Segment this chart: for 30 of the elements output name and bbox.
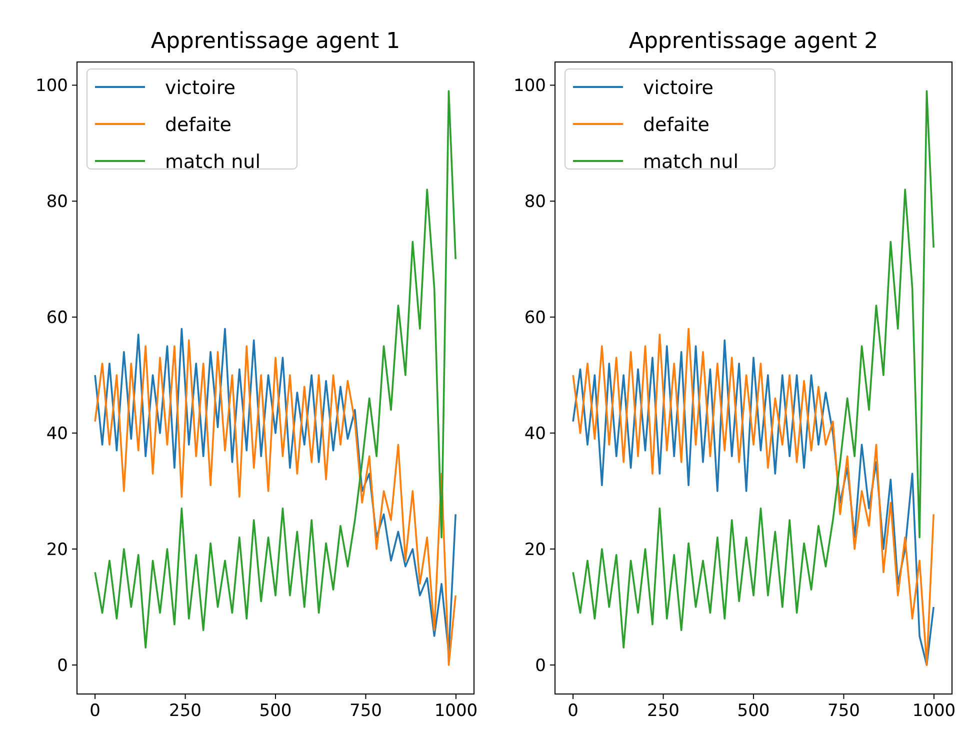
chart-title: Apprentissage agent 1: [150, 29, 400, 54]
x-tick-label: 500: [259, 701, 292, 721]
x-tick-label: 500: [737, 701, 770, 721]
y-tick-label: 60: [524, 308, 546, 328]
y-tick-label: 60: [46, 308, 68, 328]
x-tick-label: 0: [568, 701, 578, 721]
y-tick-label: 100: [514, 76, 546, 96]
x-tick-label: 1000: [434, 701, 478, 721]
legend-label: match nul: [643, 151, 738, 173]
legend-label: victoire: [165, 77, 236, 99]
legend-label: defaite: [643, 114, 710, 136]
y-tick-label: 40: [46, 424, 68, 444]
x-tick-label: 750: [828, 701, 860, 721]
chart-title: Apprentissage agent 2: [628, 29, 878, 54]
legend-label: victoire: [643, 77, 714, 99]
y-tick-label: 80: [46, 192, 68, 212]
y-tick-label: 80: [524, 192, 546, 212]
legend-label: defaite: [165, 114, 232, 136]
x-tick-label: 250: [647, 701, 680, 721]
x-tick-label: 750: [350, 701, 382, 721]
y-tick-label: 100: [36, 76, 68, 96]
y-tick-label: 20: [524, 540, 546, 560]
y-tick-label: 0: [57, 656, 68, 676]
y-tick-label: 0: [535, 656, 546, 676]
x-tick-label: 1000: [912, 701, 956, 721]
x-tick-label: 250: [169, 701, 202, 721]
y-tick-label: 20: [46, 540, 68, 560]
legend-label: match nul: [165, 151, 260, 173]
y-tick-label: 40: [524, 424, 546, 444]
x-tick-label: 0: [90, 701, 100, 721]
